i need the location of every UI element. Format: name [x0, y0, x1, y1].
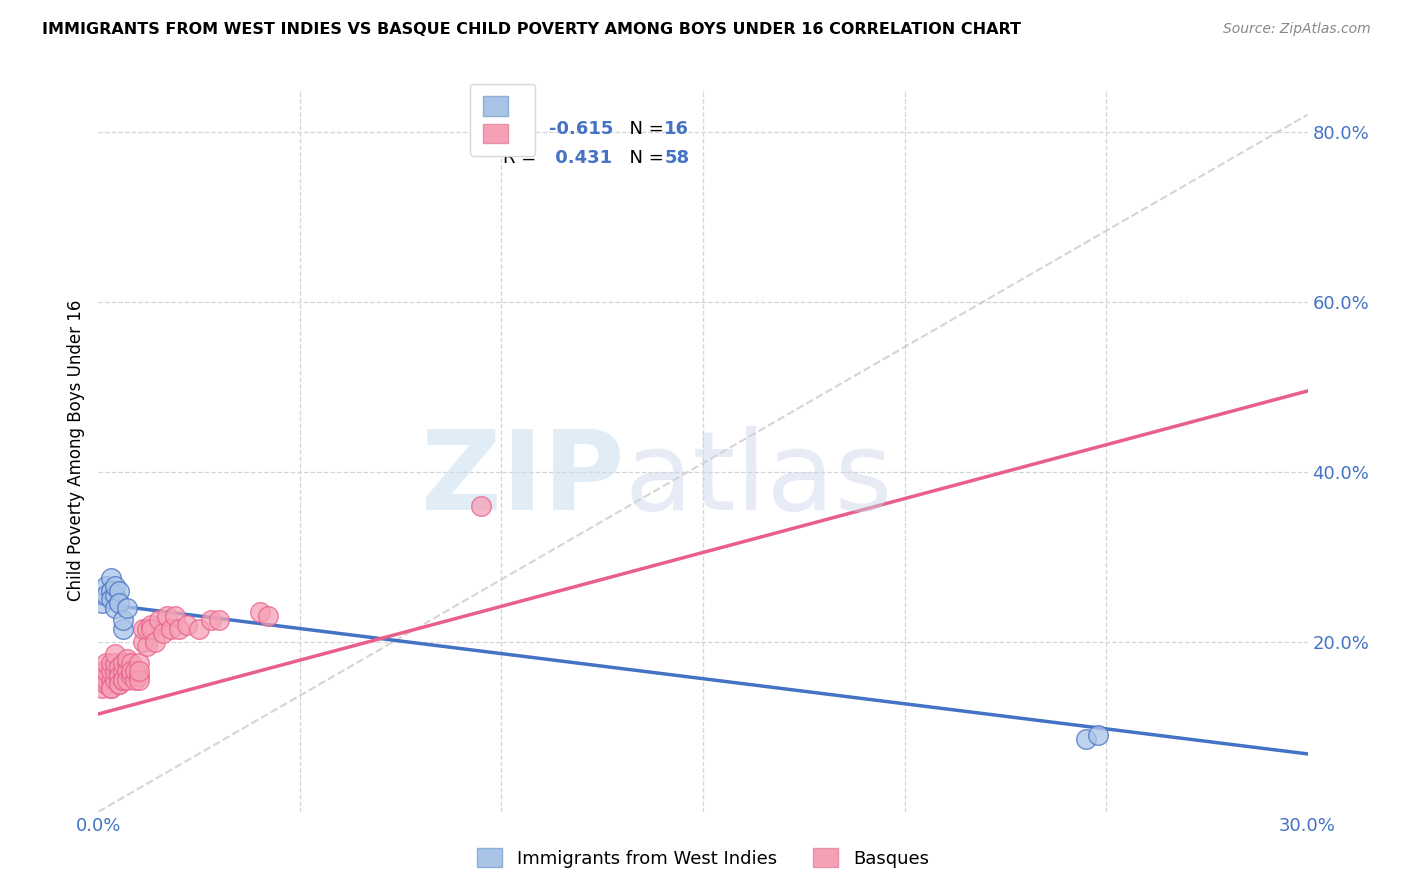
Text: 0.431: 0.431: [550, 149, 613, 167]
Point: [96, 677, 118, 691]
Point: [91, 681, 114, 696]
Point: [100, 656, 122, 670]
Legend: , : ,: [470, 84, 536, 156]
Point: [96, 588, 118, 602]
Point: [107, 677, 129, 691]
Point: [107, 583, 129, 598]
Text: N =: N =: [619, 120, 669, 138]
Point: [103, 588, 125, 602]
Point: [115, 673, 138, 687]
Legend: Immigrants from West Indies, Basques: Immigrants from West Indies, Basques: [467, 837, 939, 879]
Point: [107, 677, 129, 691]
Point: [96, 673, 118, 687]
Point: [107, 660, 129, 674]
Point: [103, 656, 125, 670]
Point: [124, 673, 146, 687]
Point: [103, 600, 125, 615]
Point: [91, 673, 114, 687]
Point: [107, 597, 129, 611]
Point: [176, 617, 198, 632]
Point: [132, 634, 155, 648]
Point: [128, 669, 150, 683]
Point: [156, 609, 179, 624]
Point: [128, 673, 150, 687]
Text: atlas: atlas: [624, 425, 893, 533]
Point: [100, 673, 122, 687]
Point: [96, 665, 118, 679]
Text: ZIP: ZIP: [420, 425, 624, 533]
Point: [163, 609, 186, 624]
Point: [1074, 732, 1097, 747]
Point: [120, 669, 142, 683]
Text: N =: N =: [619, 149, 669, 167]
Text: R =: R =: [503, 149, 543, 167]
Point: [249, 605, 271, 619]
Point: [470, 499, 492, 513]
Point: [91, 665, 114, 679]
Point: [160, 622, 183, 636]
Point: [200, 614, 222, 628]
Point: [103, 648, 125, 662]
Point: [115, 651, 138, 665]
Point: [111, 622, 134, 636]
Point: [167, 622, 190, 636]
Text: Source: ZipAtlas.com: Source: ZipAtlas.com: [1223, 22, 1371, 37]
Point: [100, 681, 122, 696]
Point: [103, 673, 125, 687]
Point: [120, 665, 142, 679]
Point: [135, 622, 157, 636]
Point: [120, 656, 142, 670]
Point: [256, 609, 278, 624]
Point: [111, 614, 134, 628]
Point: [115, 600, 138, 615]
Point: [152, 626, 174, 640]
Text: R =: R =: [503, 120, 543, 138]
Text: IMMIGRANTS FROM WEST INDIES VS BASQUE CHILD POVERTY AMONG BOYS UNDER 16 CORRELAT: IMMIGRANTS FROM WEST INDIES VS BASQUE CH…: [42, 22, 1021, 37]
Point: [115, 656, 138, 670]
Point: [139, 617, 162, 632]
Point: [100, 583, 122, 598]
Point: [103, 665, 125, 679]
Point: [91, 597, 114, 611]
Point: [100, 681, 122, 696]
Point: [107, 669, 129, 683]
Point: [111, 656, 134, 670]
Point: [188, 622, 211, 636]
Point: [124, 665, 146, 679]
Point: [100, 592, 122, 607]
Point: [111, 673, 134, 687]
Point: [139, 622, 162, 636]
Point: [111, 665, 134, 679]
Text: 58: 58: [664, 149, 689, 167]
Text: -0.615: -0.615: [550, 120, 614, 138]
Y-axis label: Child Poverty Among Boys Under 16: Child Poverty Among Boys Under 16: [66, 300, 84, 601]
Point: [148, 614, 170, 628]
Point: [1087, 728, 1109, 742]
Point: [143, 634, 166, 648]
Point: [111, 673, 134, 687]
Point: [128, 665, 150, 679]
Point: [100, 571, 122, 585]
Point: [107, 669, 129, 683]
Point: [135, 639, 157, 653]
Point: [132, 622, 155, 636]
Point: [96, 579, 118, 593]
Point: [128, 656, 150, 670]
Point: [115, 665, 138, 679]
Point: [208, 614, 231, 628]
Point: [103, 579, 125, 593]
Point: [96, 656, 118, 670]
Point: [100, 665, 122, 679]
Text: 16: 16: [664, 120, 689, 138]
